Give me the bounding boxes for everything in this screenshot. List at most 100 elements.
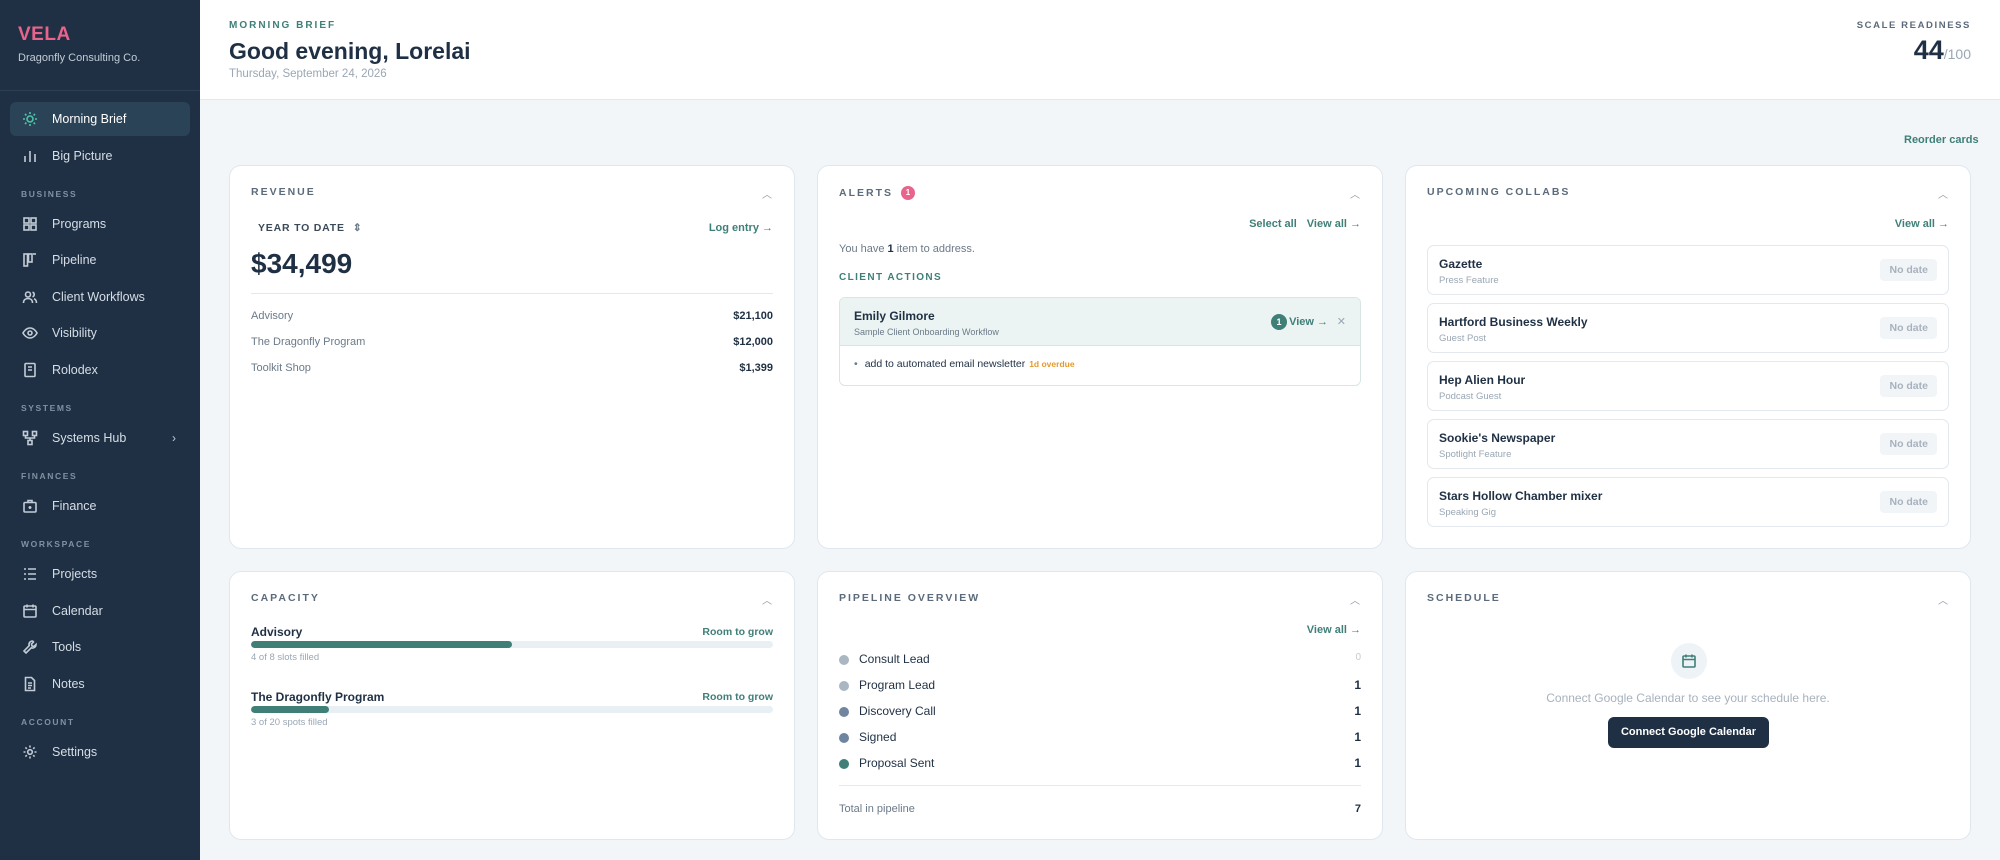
card-title: UPCOMING COLLABS [1427, 186, 1571, 198]
chevron-up-icon[interactable]: ︿ [1938, 596, 1948, 607]
collab-item[interactable]: Hartford Business Weekly Guest Post No dat… [1427, 303, 1949, 353]
pipeline-stage[interactable]: Consult Lead 0 [839, 652, 1361, 668]
view-all-link[interactable]: View all → [1306, 218, 1361, 230]
chevron-up-icon[interactable]: ︿ [1938, 190, 1948, 201]
nav-section-finances: FINANCES [21, 470, 78, 481]
calendar-icon [22, 603, 38, 619]
list-icon [22, 566, 38, 582]
collab-date[interactable]: No date [1880, 433, 1937, 455]
chevron-up-icon[interactable]: ︿ [762, 596, 772, 607]
collab-date[interactable]: No date [1880, 259, 1937, 281]
card-title-text: ALERTS [839, 187, 893, 199]
bullet-icon: • [854, 358, 858, 370]
stage-dot [839, 759, 849, 769]
pipeline-stage[interactable]: Discovery Call 1 [839, 704, 1361, 720]
pipeline-stage[interactable]: Signed 1 [839, 730, 1361, 746]
collab-date[interactable]: No date [1880, 317, 1937, 339]
collab-date[interactable]: No date [1880, 491, 1937, 513]
revenue-row: Advisory $21,100 [251, 310, 773, 326]
pipeline-stage[interactable]: Proposal Sent 1 [839, 756, 1361, 772]
stage-dot [839, 707, 849, 717]
sidebar-item-label: Finance [52, 498, 97, 513]
alert-summary-suffix: item to address. [893, 243, 975, 255]
page-title: Good evening, Lorelai [229, 38, 471, 64]
alert-task[interactable]: • add to automated email newsletter 1d ove… [854, 358, 1075, 370]
sidebar-item-client-workflows[interactable]: Client Workflows [10, 280, 190, 314]
collab-name: Hartford Business Weekly [1439, 315, 1588, 329]
sidebar-item-tools[interactable]: Tools [10, 630, 190, 664]
sidebar-item-label: Programs [52, 216, 107, 231]
pipeline-stage[interactable]: Program Lead 1 [839, 678, 1361, 694]
chevron-right-icon: › [172, 430, 176, 445]
stage-dot [839, 655, 849, 665]
page-date: Thursday, September 24, 2026 [229, 68, 387, 80]
select-all-link[interactable]: Select all [1249, 218, 1297, 230]
connect-google-calendar-button[interactable]: Connect Google Calendar [1608, 717, 1769, 748]
chevron-up-icon[interactable]: ︿ [1350, 596, 1360, 607]
alert-summary-prefix: You have [839, 243, 888, 255]
close-icon[interactable]: ✕ [1336, 316, 1346, 328]
view-all-link[interactable]: View all → [1306, 624, 1361, 636]
view-client-link[interactable]: View → [1289, 316, 1328, 328]
sidebar-item-projects[interactable]: Projects [10, 557, 190, 591]
pipeline-total-label: Total in pipeline [839, 803, 915, 815]
log-entry-link[interactable]: Log entry → [708, 222, 773, 234]
sidebar-item-big-picture[interactable]: Big Picture [10, 139, 190, 173]
sidebar-item-settings[interactable]: Settings [10, 735, 190, 769]
chevron-up-icon[interactable]: ︿ [1350, 190, 1360, 201]
capacity-filled: 4 of 8 slots filled [251, 652, 320, 663]
readiness-value: 44 [1913, 35, 1944, 65]
chevron-up-icon[interactable]: ︿ [762, 190, 772, 201]
collab-date[interactable]: No date [1880, 375, 1937, 397]
divider [251, 293, 773, 294]
sidebar-item-finance[interactable]: Finance [10, 489, 190, 523]
sidebar-item-notes[interactable]: Notes [10, 667, 190, 701]
alert-actions: Select all View all → [1249, 218, 1361, 230]
alerts-card: ALERTS 1 ︿ Select all View all → You have… [817, 165, 1383, 549]
collab-item[interactable]: Stars Hollow Chamber mixer Speaking Gig No… [1427, 477, 1949, 527]
client-task-count: 1 [1271, 314, 1287, 330]
book-icon [22, 362, 38, 378]
nodes-icon [22, 430, 38, 446]
client-actions-heading: CLIENT ACTIONS [839, 272, 943, 283]
capacity-bar [251, 706, 773, 713]
pipeline-card: PIPELINE OVERVIEW ︿ View all → Consult L… [817, 571, 1383, 840]
capacity-card: CAPACITY ︿ Advisory Room to grow 4 of 8 … [229, 571, 795, 840]
sidebar-item-pipeline[interactable]: Pipeline [10, 243, 190, 277]
divider [839, 785, 1361, 786]
client-name: Emily Gilmore [854, 309, 935, 323]
collab-item[interactable]: Sookie's Newspaper Spotlight Feature No da… [1427, 419, 1949, 469]
capacity-item: The Dragonfly Program Room to grow 3 of … [251, 690, 773, 734]
collab-item[interactable]: Hep Alien Hour Podcast Guest No date [1427, 361, 1949, 411]
sidebar-item-calendar[interactable]: Calendar [10, 594, 190, 628]
sidebar-item-label: Rolodex [52, 362, 98, 377]
revenue-row-amount: $1,399 [739, 362, 773, 374]
view-all-link[interactable]: View all → [1894, 218, 1949, 230]
collab-name: Sookie's Newspaper [1439, 431, 1556, 445]
collab-item[interactable]: Gazette Press Feature No date [1427, 245, 1949, 295]
grid-icon [22, 216, 38, 232]
reorder-cards-link[interactable]: Reorder cards [1904, 134, 1979, 146]
stage-value: 1 [1354, 756, 1361, 770]
sidebar-item-label: Morning Brief [52, 112, 127, 126]
client-workflow: Sample Client Onboarding Workflow [854, 327, 999, 337]
page-header: MORNING BRIEF Good evening, Lorelai Thur… [200, 0, 2000, 100]
org-name: Dragonfly Consulting Co. [18, 52, 141, 64]
period-selector[interactable]: YEAR TO DATE ⇕ [258, 222, 362, 234]
sidebar-item-rolodex[interactable]: Rolodex [10, 353, 190, 387]
alert-summary-count: 1 [887, 243, 894, 255]
card-title: CAPACITY [251, 592, 320, 604]
sidebar-item-programs[interactable]: Programs [10, 207, 190, 241]
app-logo[interactable]: VELA [18, 24, 71, 45]
document-icon [22, 676, 38, 692]
sidebar-item-visibility[interactable]: Visibility [10, 316, 190, 350]
sidebar-item-morning-brief[interactable]: Morning Brief [10, 102, 190, 136]
revenue-row: The Dragonfly Program $12,000 [251, 336, 773, 352]
nav-section-systems: SYSTEMS [21, 402, 73, 413]
stage-name: Consult Lead [859, 652, 930, 666]
sidebar-item-label: Pipeline [52, 253, 97, 268]
calendar-icon [1671, 643, 1707, 679]
stage-name: Discovery Call [859, 704, 936, 718]
sidebar-item-systems-hub[interactable]: Systems Hub › [10, 421, 190, 455]
revenue-row-label: Toolkit Shop [251, 362, 311, 374]
